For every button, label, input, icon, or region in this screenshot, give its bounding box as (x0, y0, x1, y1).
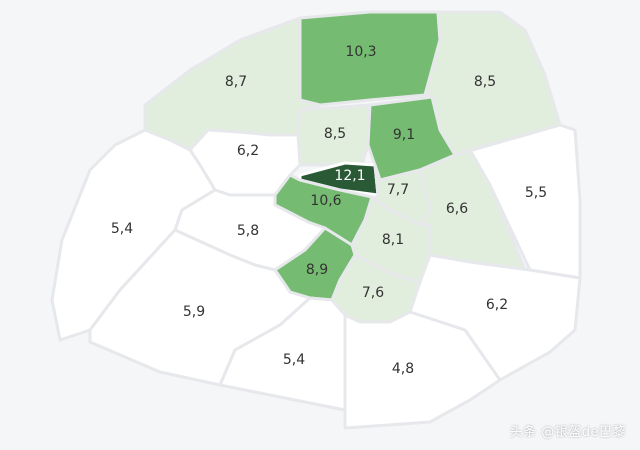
district-east (453, 123, 582, 280)
district-value-label-center-lower-right: 8,1 (382, 232, 404, 248)
district-value-label-south-east: 6,2 (486, 297, 508, 313)
district-value-label-south-west: 5,9 (183, 304, 205, 320)
district-south-east (408, 253, 582, 382)
district-value-label-west-upper: 6,2 (237, 143, 259, 159)
district-value-label-north-east: 8,5 (474, 74, 496, 90)
district-value-label-center-north-right: 9,1 (393, 127, 415, 143)
district-value-label-center-mid: 7,7 (387, 182, 409, 198)
district-value-label-far-west: 5,4 (111, 221, 133, 237)
district-far-south (343, 310, 502, 430)
district-value-label-south-center: 7,6 (362, 285, 384, 301)
district-south (218, 296, 347, 412)
district-value-label-center-left: 10,6 (310, 193, 341, 209)
district-value-label-east: 5,5 (525, 185, 547, 201)
district-value-label-north-center: 10,3 (345, 44, 376, 60)
district-value-label-far-south: 4,8 (392, 361, 414, 377)
district-value-label-south: 5,4 (283, 352, 305, 368)
district-value-label-west-mid: 5,8 (237, 223, 259, 239)
district-value-label-center-lower-left: 8,9 (306, 262, 328, 278)
district-value-label-center-top: 12,1 (334, 168, 365, 184)
district-value-label-center-north-left: 8,5 (324, 126, 346, 142)
watermark: 头条 @银盔de巴黎 (509, 425, 626, 440)
district-value-label-north-west: 8,7 (225, 74, 247, 90)
district-value-label-east-inner: 6,6 (446, 201, 468, 217)
